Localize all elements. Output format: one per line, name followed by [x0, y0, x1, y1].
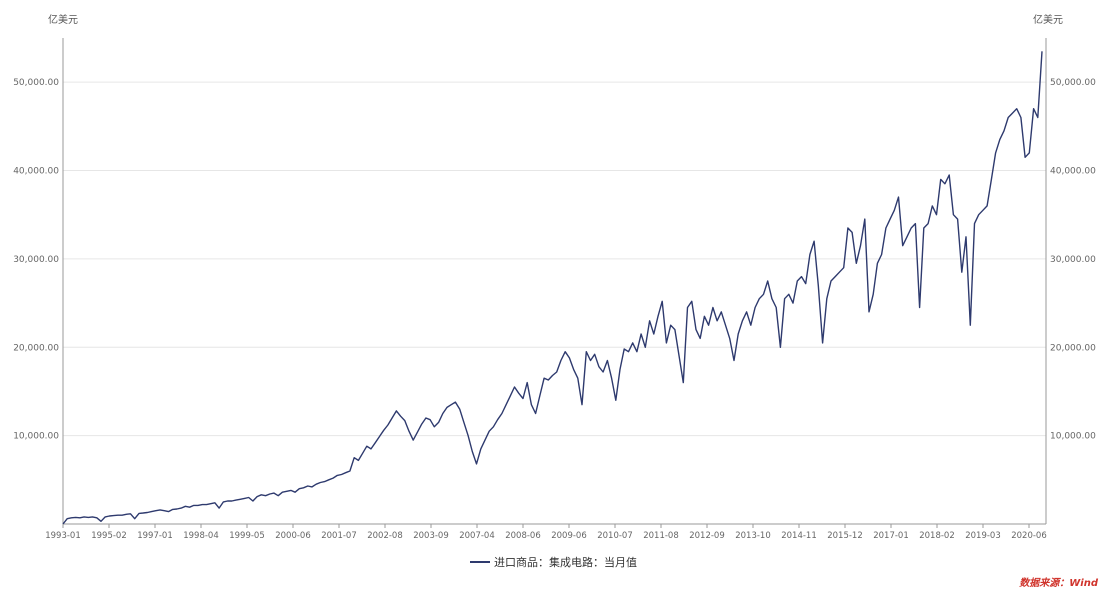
y-tick-right-0: 10,000.00	[1050, 432, 1096, 442]
x-tick-16: 2014-11	[781, 531, 817, 541]
x-tick-13: 2011-08	[643, 531, 679, 541]
series-line-0	[62, 51, 1043, 525]
y-tick-labels: 10,000.00 10,000.00 20,000.00 20,000.00 30,0…	[13, 78, 1096, 441]
y-tick-left-0: 10,000.00	[13, 432, 59, 442]
axes	[62, 38, 1047, 528]
x-tick-1: 1995-02	[91, 531, 127, 541]
x-tick-19: 2018-02	[919, 531, 955, 541]
x-tick-20: 2019-03	[965, 531, 1001, 541]
series-lines	[62, 51, 1043, 525]
legend[interactable]: 进口商品：集成电路：当月值	[470, 555, 637, 569]
x-tick-10: 2008-06	[505, 531, 541, 541]
y-tick-left-1: 20,000.00	[13, 343, 59, 353]
x-tick-4: 1999-05	[229, 531, 265, 541]
x-tick-8: 2003-09	[413, 531, 449, 541]
x-tick-0: 1993-01	[45, 531, 81, 541]
x-tick-labels: 1993-01 1995-02 1997-01 1998-04 1999-05 2000-…	[45, 531, 1047, 541]
x-tick-15: 2013-10	[735, 531, 771, 541]
x-tick-7: 2002-08	[367, 531, 403, 541]
y-tick-right-2: 30,000.00	[1050, 255, 1096, 265]
x-tick-17: 2015-12	[827, 531, 863, 541]
y-tick-right-3: 40,000.00	[1050, 167, 1096, 177]
y-tick-left-3: 40,000.00	[13, 167, 59, 177]
y-tick-left-4: 50,000.00	[13, 78, 59, 88]
x-tick-11: 2009-06	[551, 531, 587, 541]
x-tick-12: 2010-07	[597, 531, 633, 541]
x-tick-21: 2020-06	[1011, 531, 1047, 541]
left-axis-unit: 亿美元	[48, 13, 78, 26]
x-tick-5: 2000-06	[275, 531, 311, 541]
x-tick-14: 2012-09	[689, 531, 725, 541]
y-tick-right-4: 50,000.00	[1050, 78, 1096, 88]
x-tick-2: 1997-01	[137, 531, 173, 541]
grid-lines	[63, 81, 1046, 437]
x-tick-6: 2001-07	[321, 531, 357, 541]
watermark-text: 数据来源：Wind	[1019, 577, 1099, 589]
legend-label: 进口商品：集成电路：当月值	[494, 555, 637, 569]
y-tick-right-1: 20,000.00	[1050, 343, 1096, 353]
x-tick-18: 2017-01	[873, 531, 909, 541]
x-tick-3: 1998-04	[183, 531, 219, 541]
right-axis-unit: 亿美元	[1033, 13, 1063, 26]
y-tick-left-2: 30,000.00	[13, 255, 59, 265]
x-tick-9: 2007-04	[459, 531, 495, 541]
